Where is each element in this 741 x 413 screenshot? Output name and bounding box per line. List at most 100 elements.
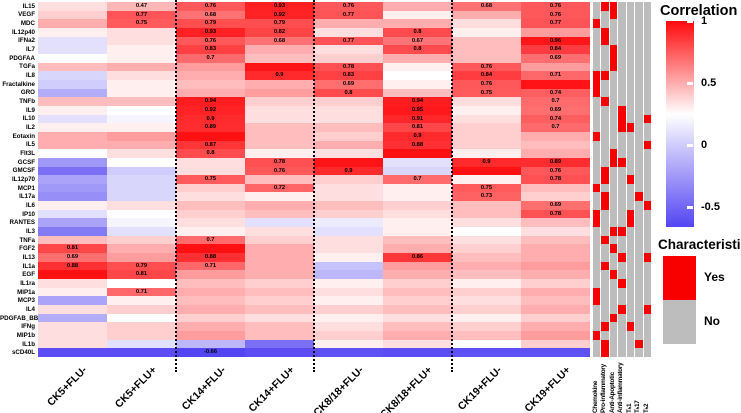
characteristic-cell-no <box>626 270 635 280</box>
row-label: IL5 <box>26 141 35 149</box>
characteristic-cell-no <box>626 71 635 81</box>
heatmap-cell <box>176 209 245 219</box>
heatmap-cell <box>383 305 452 315</box>
row-label: IL1ra <box>20 279 35 287</box>
cell-value: 0.86 <box>411 254 424 261</box>
heatmap-cell <box>107 45 176 55</box>
characteristic-cell-no <box>626 62 635 72</box>
characteristic-cell-no <box>601 270 609 280</box>
cell-value: 0.83 <box>342 72 355 79</box>
characteristic-cell-no <box>626 261 635 271</box>
heatmap-cell: -0.66 <box>176 348 245 358</box>
heatmap-cell <box>521 339 590 349</box>
heatmap-cell <box>383 227 452 237</box>
heatmap-cell: 0.74 <box>521 88 590 98</box>
characteristic-cell-no <box>609 339 618 349</box>
heatmap-cell: 0.9 <box>245 71 314 81</box>
characteristic-cell-no <box>643 227 652 237</box>
characteristic-cell-yes <box>601 201 609 211</box>
heatmap-cell <box>38 88 107 98</box>
characteristic-cell-no <box>601 331 609 341</box>
cell-value: 0.79 <box>273 20 286 27</box>
heatmap-cell <box>245 62 314 72</box>
characteristic-cell-no <box>592 166 601 176</box>
heatmap-cell <box>107 279 176 289</box>
heatmap-cell <box>314 27 383 38</box>
heatmap-cell <box>107 183 176 193</box>
cell-value: 0.67 <box>411 37 424 44</box>
characteristic-cell-no <box>626 201 635 211</box>
characteristic-cell-no <box>643 79 652 89</box>
heatmap-cell <box>314 53 383 63</box>
characteristic-cell-no <box>601 313 609 323</box>
characteristic-cell-yes <box>609 10 618 20</box>
characteristic-cell-no <box>643 166 652 176</box>
characteristic-cell-no <box>592 53 601 63</box>
characteristic-cell-yes <box>635 192 643 202</box>
cell-value: 0.94 <box>411 98 424 105</box>
characteristic-cell-no <box>609 218 618 228</box>
characteristic-cell-no <box>592 313 601 323</box>
characteristic-cell-no <box>643 62 652 72</box>
cell-value: 0.77 <box>342 37 355 44</box>
characteristic-cell-no <box>643 123 652 133</box>
heatmap-cell <box>383 19 452 29</box>
characteristic-cell-yes <box>601 166 609 176</box>
characteristic-cell-no <box>643 322 652 332</box>
colorbar-tick-mark <box>687 82 693 85</box>
heatmap-cell <box>314 157 383 167</box>
characteristic-cell-no <box>635 53 643 63</box>
heatmap-cell <box>176 305 245 315</box>
heatmap-cell <box>383 10 452 20</box>
heatmap-cell <box>107 97 176 107</box>
heatmap-cell <box>38 10 107 20</box>
heatmap-cell: 0.94 <box>176 97 245 107</box>
characteristic-cell-no <box>626 244 635 254</box>
characteristic-cell-no <box>609 253 618 263</box>
heatmap-cell: 0.68 <box>176 10 245 20</box>
heatmap-cell: 0.71 <box>176 261 245 271</box>
heatmap-cell <box>38 313 107 323</box>
x-axis-label: CK5+FLU- <box>45 364 90 409</box>
characteristic-cell-no <box>635 71 643 81</box>
heatmap-cell: 0.7 <box>521 97 590 107</box>
heatmap-cell: 0.72 <box>245 183 314 193</box>
characteristic-cell-no <box>643 279 652 289</box>
characteristic-cell-no <box>592 322 601 332</box>
cell-value: 0.68 <box>480 3 493 9</box>
heatmap-cell <box>383 235 452 245</box>
characteristic-cell-no <box>592 157 601 167</box>
characteristic-cell-yes <box>592 131 601 141</box>
heatmap-cell <box>521 331 590 341</box>
cell-value: 0.78 <box>342 63 355 70</box>
heatmap-cell: 0.8 <box>176 149 245 159</box>
row-label: IL17a <box>19 193 35 201</box>
characteristic-cell-no <box>609 140 618 150</box>
characteristic-cell-no <box>635 79 643 89</box>
row-label: IL8 <box>26 72 35 80</box>
heatmap-cell <box>383 322 452 332</box>
heatmap-cell <box>314 123 383 133</box>
heatmap-cell <box>521 218 590 228</box>
characteristic-cell-no <box>609 322 618 332</box>
cell-value: 0.84 <box>480 72 493 79</box>
heatmap-cell: 0.76 <box>521 2 590 12</box>
cell-value: 0.77 <box>342 11 355 18</box>
characteristic-cell-no <box>592 261 601 271</box>
heatmap-cell: 0.67 <box>383 36 452 46</box>
heatmap-cell <box>245 105 314 115</box>
characteristic-cell-yes <box>609 149 618 159</box>
characteristic-cell-yes <box>601 97 609 107</box>
characteristic-cell-no <box>635 2 643 12</box>
characteristic-cell-no <box>592 253 601 263</box>
characteristic-cell-yes <box>609 227 618 237</box>
heatmap-cell <box>314 331 383 341</box>
heatmap-cell <box>38 140 107 150</box>
characteristic-cell-no <box>618 36 626 46</box>
characteristic-cell-no <box>618 287 626 297</box>
characteristic-cell-no <box>626 192 635 202</box>
heatmap-cell: 0.69 <box>521 201 590 211</box>
cell-value: 0.75 <box>480 89 493 96</box>
characteristic-cell-no <box>592 36 601 46</box>
cell-value: 0.9 <box>275 72 284 79</box>
